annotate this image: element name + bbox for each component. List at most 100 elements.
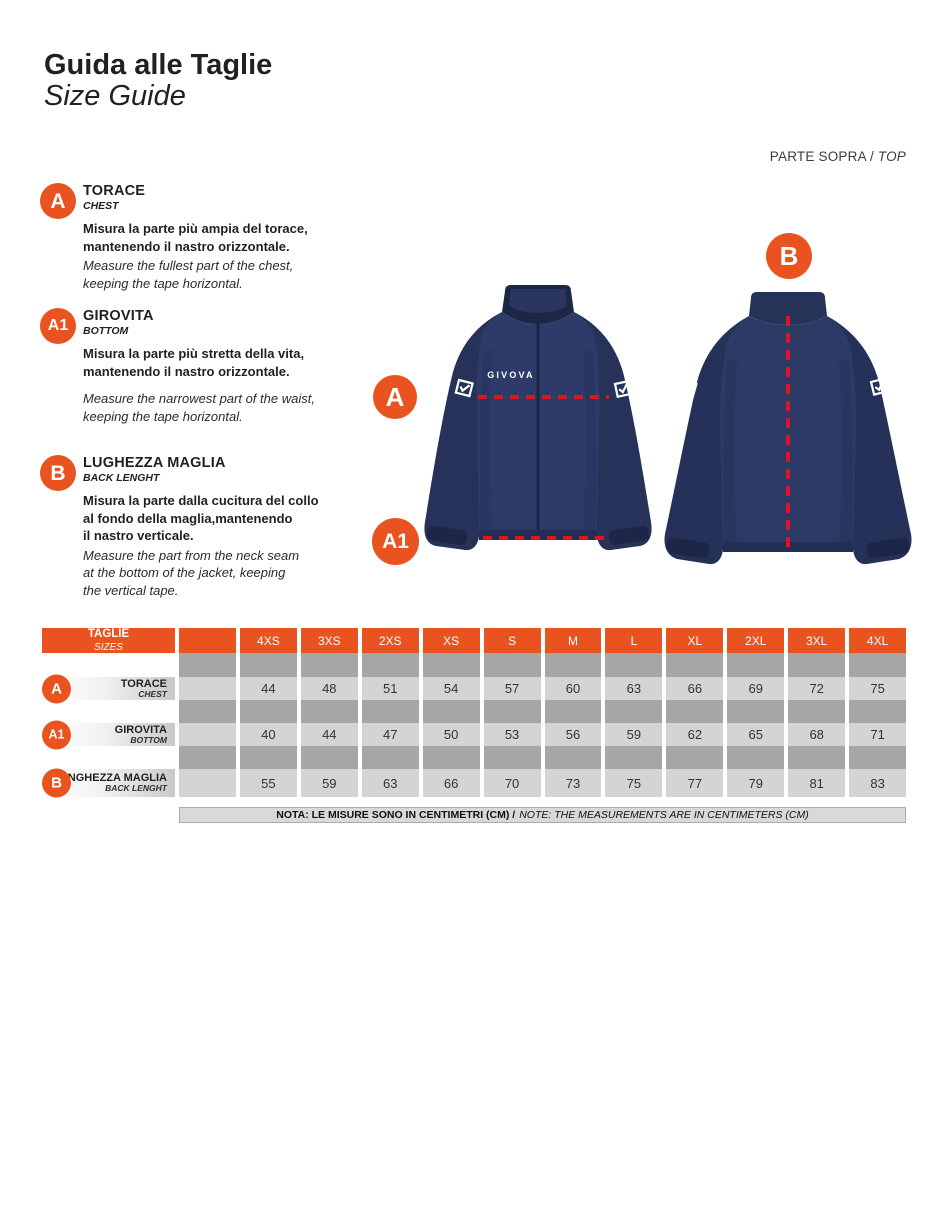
spacer-cell [605,653,663,677]
value-cell: 65 [727,723,785,746]
front-collar-inner [509,289,567,313]
back-collar [749,292,827,325]
size-column-3xl: 3XL 72 68 81 [788,628,846,797]
value-cell: 83 [849,769,907,797]
size-column-xs: XS 54 50 66 [422,628,480,797]
size-column-2xs: 2XS 51 47 63 [361,628,419,797]
value-cell: 51 [361,677,419,700]
table-header-subtitle: SIZES [94,641,123,653]
spacer-cell [727,653,785,677]
section-description-it: Misura la parte più ampia del torace, ma… [83,221,308,254]
spacer-cell [179,746,236,769]
spacer-cell [239,700,297,723]
section-back-length-body: LUGHEZZA MAGLIA BACK LENGHT Misura la pa… [83,455,370,599]
value-cell: 55 [239,769,297,797]
size-header-cell: 3XS [300,628,358,653]
spacer-cell [483,746,541,769]
size-table-header-cell: TAGLIE SIZES [42,628,175,653]
size-header-cell: XS [422,628,480,653]
spacer-cell [483,700,541,723]
size-header-cell: M [544,628,602,653]
value-cell [179,769,236,797]
spacer-cell [666,653,724,677]
size-column-2xl: 2XL 69 65 79 [727,628,785,797]
givova-check-icon [678,378,698,398]
value-cell: 69 [727,677,785,700]
row-label-back-length: B LUNGHEZZA MAGLIA BACK LENGHT [42,768,175,798]
givova-logo-text: GIVOVA [487,370,535,380]
spacer-cell [849,700,907,723]
value-cell: 71 [849,723,907,746]
spacer-cell [300,653,358,677]
row-sublabel: BACK LENGHT [105,783,167,794]
size-header-cell: 4XL [849,628,907,653]
section-title: TORACE [83,183,146,199]
size-header-cell: 4XS [239,628,297,653]
row-badge-b: B [42,768,71,798]
spacer-cell [605,700,663,723]
spacer-cell [239,653,297,677]
spacer-cell [361,653,419,677]
value-cell: 50 [422,723,480,746]
spacer-cell [727,700,785,723]
back-right-cuff [866,537,910,559]
spacer-cell [239,746,297,769]
spacer-cell [422,653,480,677]
note-italian: NOTA: LE MISURE SONO IN CENTIMETRI (CM) … [276,809,516,821]
section-subtitle: BOTTOM [83,325,129,337]
value-cell: 40 [239,723,297,746]
value-cell: 44 [300,723,358,746]
section-badge-a: A [40,183,76,219]
section-description-it: Misura la parte più stretta della vita, … [83,346,305,379]
row-label-chest: A TORACE CHEST [42,674,175,703]
size-table-label-column: TAGLIE SIZES A TORACE CHEST A1 GIROVITA … [42,628,175,798]
spacer-cell [422,700,480,723]
spacer-cell [788,700,846,723]
section-bottom-body: GIROVITA BOTTOM Misura la parte più stre… [83,308,370,425]
value-cell: 66 [666,677,724,700]
spacer-cell [544,746,602,769]
value-cell: 44 [239,677,297,700]
value-cell: 63 [605,677,663,700]
value-cell: 68 [788,723,846,746]
spacer-cell [179,700,236,723]
front-right-cuff [608,525,650,546]
value-cell: 59 [300,769,358,797]
page-title: Guida alle Taglie Size Guide [44,50,272,112]
spacer-cell [788,653,846,677]
value-cell: 79 [727,769,785,797]
value-cell [179,723,236,746]
figure-badge-a1: A1 [372,518,419,565]
value-cell: 53 [483,723,541,746]
size-header-cell: S [483,628,541,653]
spacer-cell [666,700,724,723]
size-column-4xl: 4XL 75 71 83 [849,628,907,797]
givova-check-icon [869,377,890,396]
spacer-cell [605,746,663,769]
value-cell: 54 [422,677,480,700]
chest-measure-dashed-line [478,395,609,399]
row-label: GIROVITA [114,723,167,736]
spacer-cell [544,700,602,723]
spacer-cell [42,700,175,723]
value-cell [179,677,236,700]
back-left-cuff [666,537,710,559]
size-column-xl: XL 66 62 77 [666,628,724,797]
size-column-empty [179,628,236,797]
size-table-columns: 4XS 44 40 55 3XS 48 44 59 2XS 51 47 63 XS 54 50 66 S 57 53… [179,628,907,797]
back-length-dashed-line [786,316,790,553]
size-header-cell: 2XS [361,628,419,653]
front-hem-band [479,530,597,540]
value-cell: 73 [544,769,602,797]
size-table: TAGLIE SIZES A TORACE CHEST A1 GIROVITA … [42,628,907,798]
value-cell: 81 [788,769,846,797]
size-column-m: M 60 56 73 [544,628,602,797]
value-cell: 66 [422,769,480,797]
section-subtitle: BACK LENGHT [83,472,160,484]
page-title-english: Size Guide [44,80,186,113]
page-title-italian: Guida alle Taglie [44,49,273,81]
spacer-cell [666,746,724,769]
section-subtitle: CHEST [83,200,119,212]
value-cell: 62 [666,723,724,746]
section-description-en: Measure the fullest part of the chest, k… [83,258,294,291]
